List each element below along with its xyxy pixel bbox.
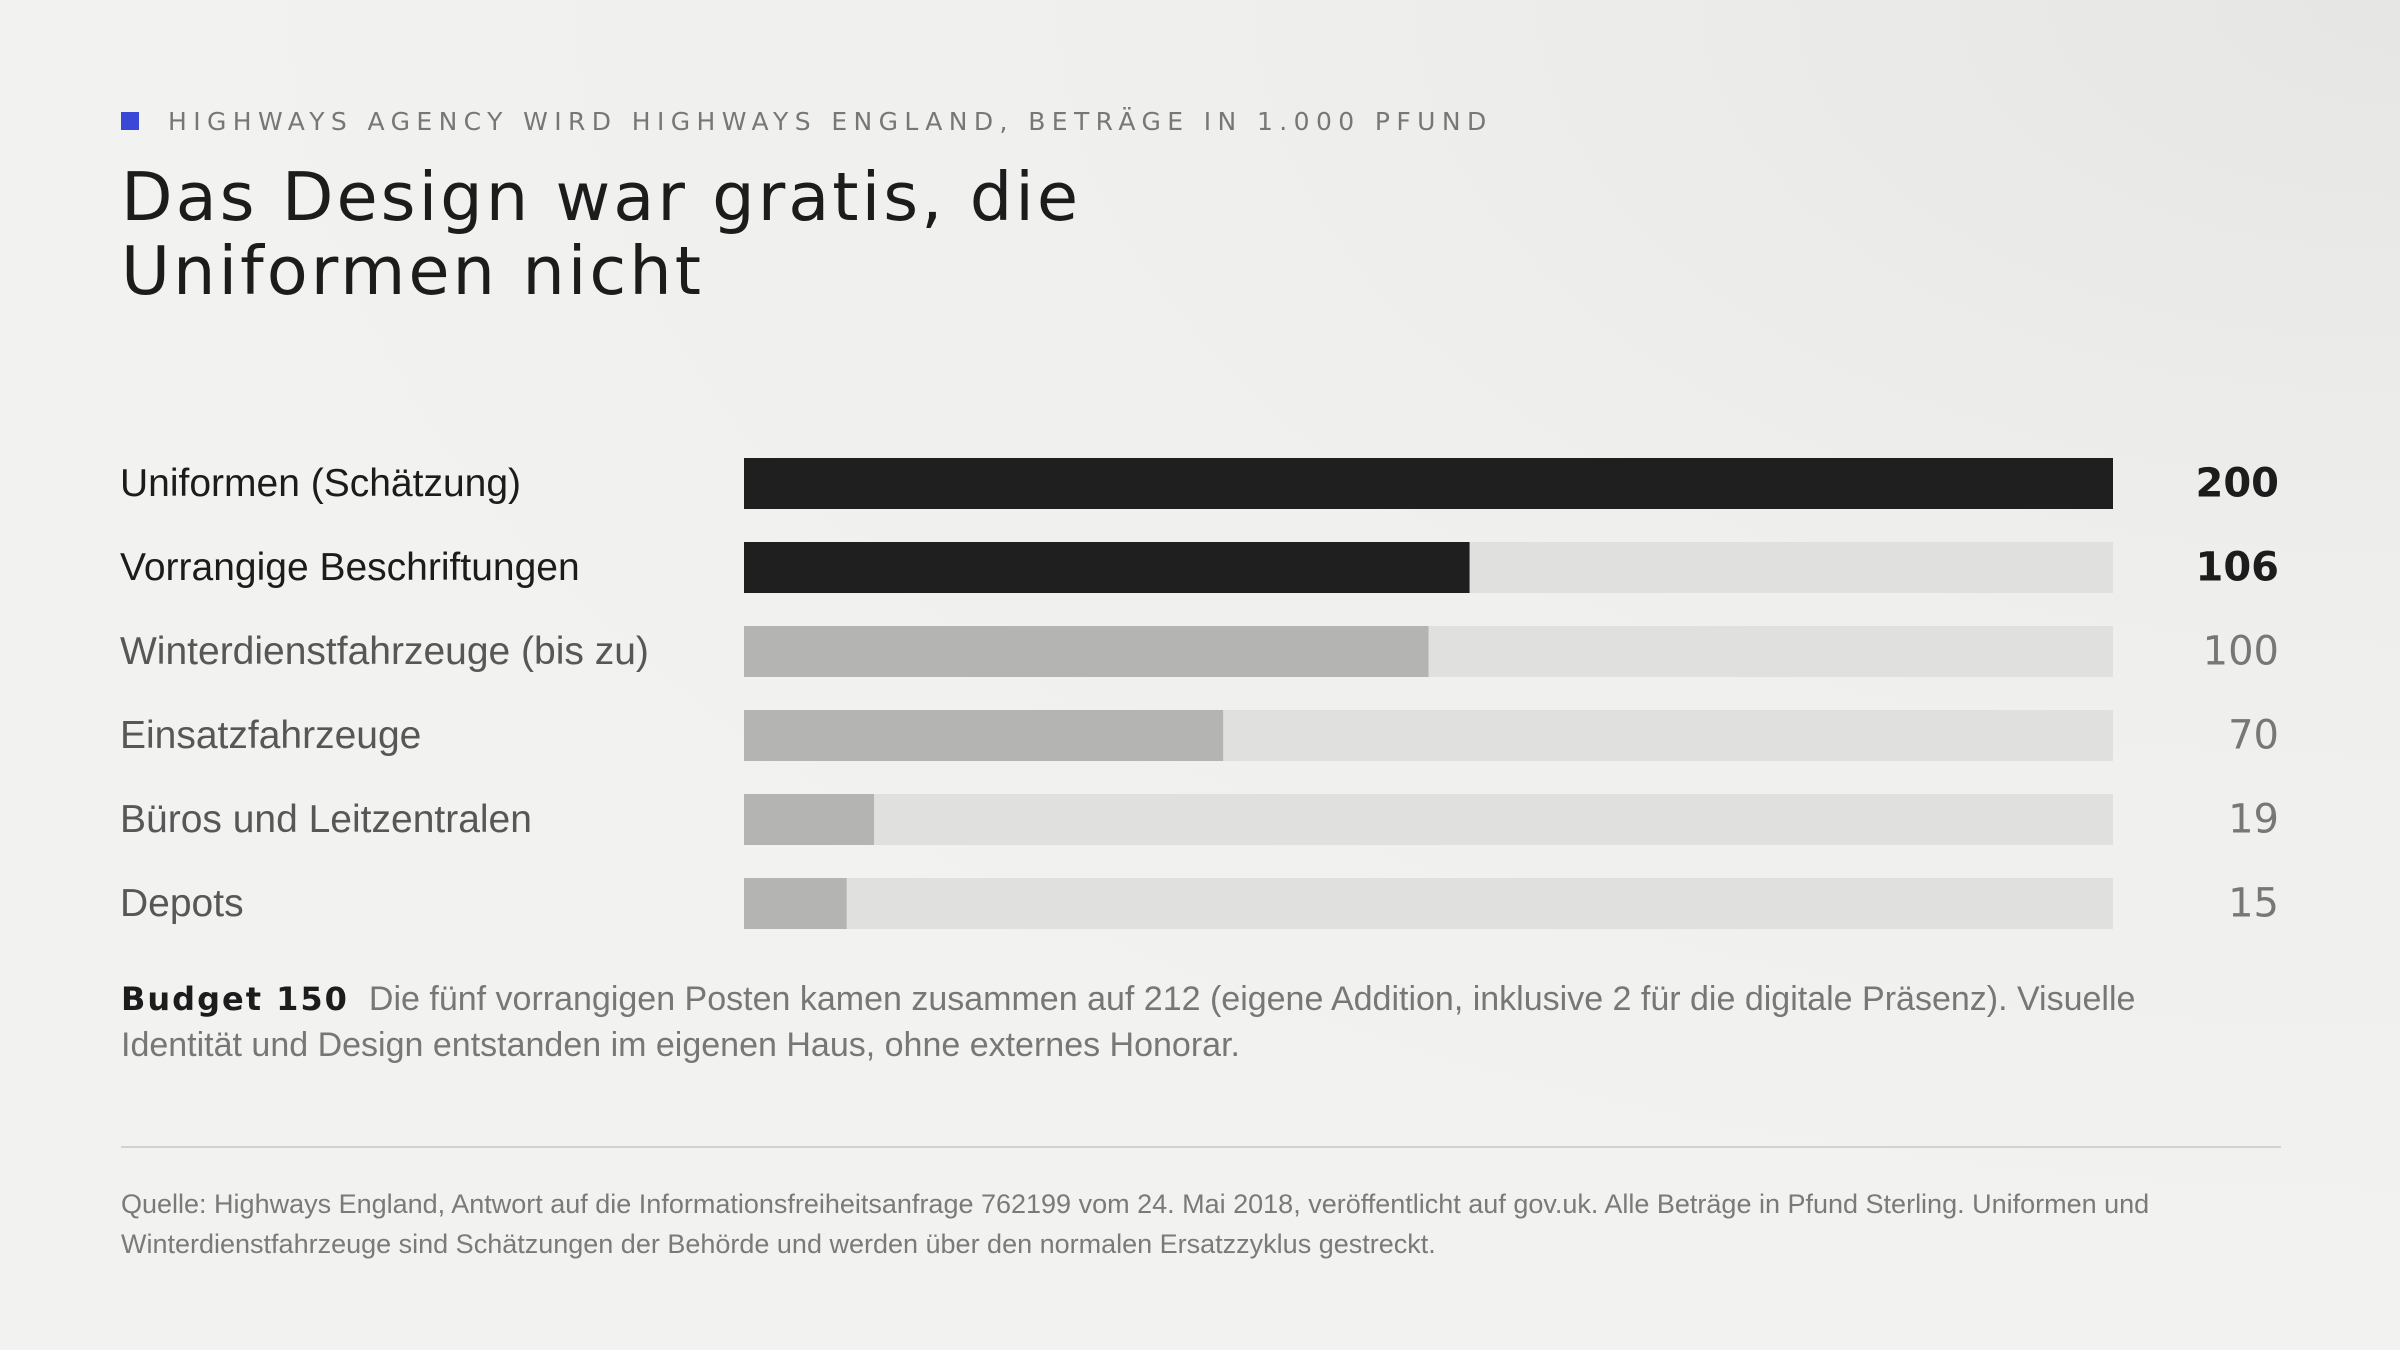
category-label: Büros und Leitzentralen — [120, 798, 532, 841]
category-label: Vorrangige Beschriftungen — [120, 546, 580, 589]
value-label: 200 — [2196, 461, 2280, 507]
value-label: 15 — [2228, 881, 2279, 927]
category-label: Winterdienstfahrzeuge (bis zu) — [120, 630, 649, 673]
bar-track — [744, 878, 2113, 929]
bar-track — [744, 794, 2113, 845]
category-label: Uniformen (Schätzung) — [120, 462, 521, 505]
note-text: Die fünf vorrangigen Posten kamen zusamm… — [121, 980, 2136, 1064]
value-label: 106 — [2196, 545, 2280, 591]
bar — [744, 542, 1470, 593]
bar — [744, 626, 1429, 677]
bar — [744, 878, 847, 929]
value-label: 19 — [2228, 797, 2279, 843]
value-label: 70 — [2228, 713, 2279, 759]
bar — [744, 794, 875, 845]
bar — [744, 458, 2113, 509]
category-label: Einsatzfahrzeuge — [120, 714, 421, 757]
chart-subtitle: HIGHWAYS AGENCY WIRD HIGHWAYS ENGLAND, B… — [168, 106, 1493, 136]
chart-title: Das Design war gratis, die Uniformen nic… — [121, 158, 1082, 310]
eyebrow: HIGHWAYS AGENCY WIRD HIGHWAYS ENGLAND, B… — [121, 106, 1493, 136]
budget-label: Budget 150 — [121, 980, 349, 1018]
divider — [121, 1146, 2281, 1148]
category-label: Depots — [120, 882, 244, 925]
bar — [744, 710, 1224, 761]
chart-note: Budget 150 Die fünf vorrangigen Posten ka… — [121, 976, 2181, 1068]
value-label: 100 — [2203, 629, 2279, 675]
accent-square-icon — [121, 112, 139, 130]
source-note: Quelle: Highways England, Antwort auf di… — [121, 1189, 2150, 1259]
